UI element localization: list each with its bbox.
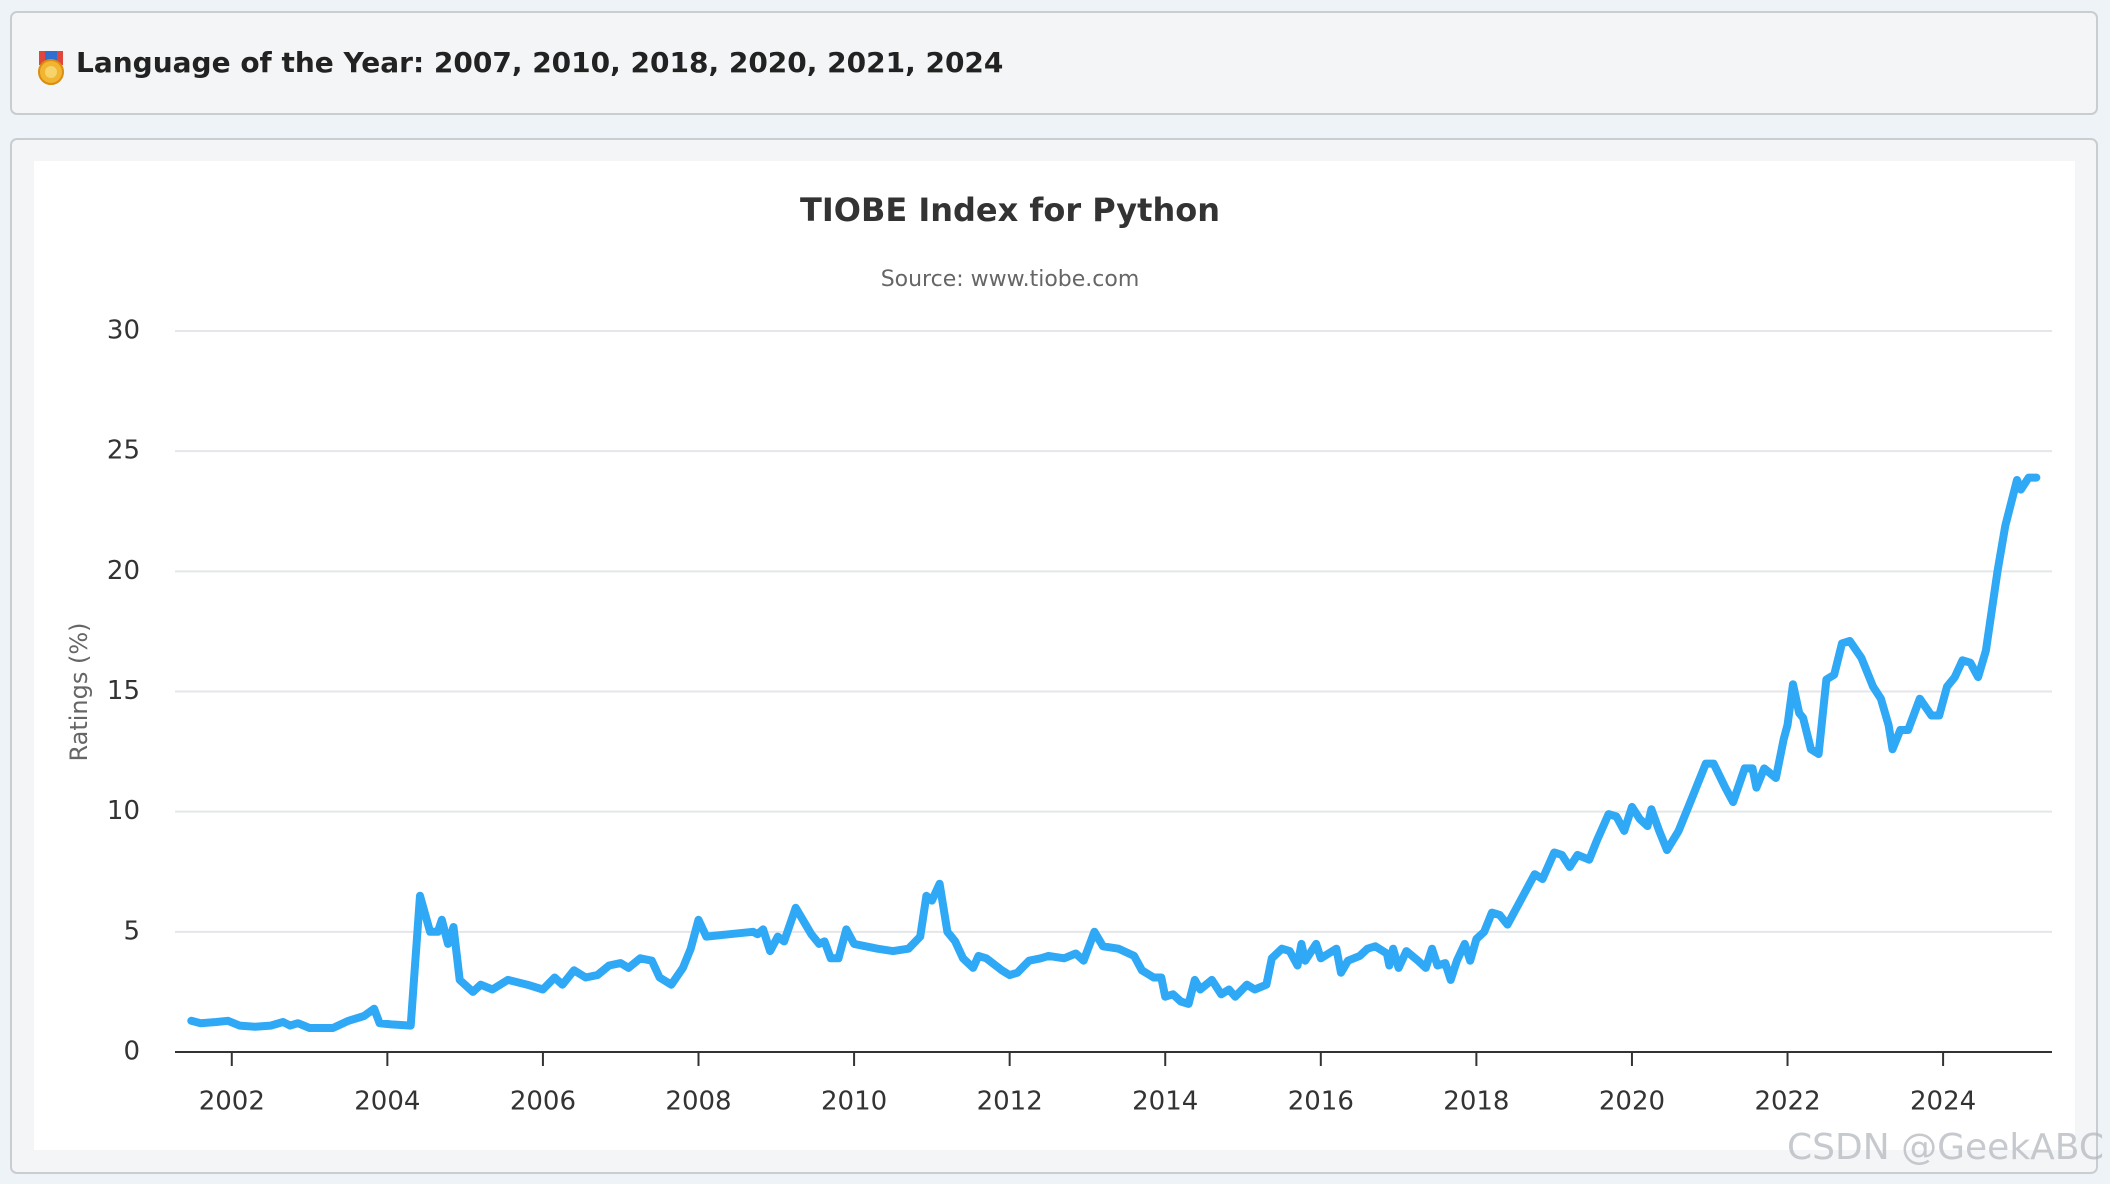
x-tick-label: 2002 [199,1087,265,1117]
medal-icon [38,51,64,85]
watermark: CSDN @GeekABC [1787,1127,2104,1168]
y-tick-label: 5 [123,916,140,946]
chart-area [34,161,2075,1150]
chart-subtitle: Source: www.tiobe.com [881,267,1140,292]
header-panel [10,11,2098,115]
y-tick-label: 25 [107,436,140,466]
x-tick-label: 2020 [1599,1087,1665,1117]
y-tick-label: 20 [107,556,140,586]
chart-title: TIOBE Index for Python [800,191,1220,229]
plot: 0 5 10 15 20 25 30 2002 2004 2006 2008 2010 2012 2014… [107,316,2052,1117]
y-tick-label: 15 [107,676,140,706]
data-line [187,473,2041,1032]
y-axis-label: Ratings (%) [65,622,93,761]
y-tick-label: 10 [107,796,140,826]
y-tick-label: 0 [123,1037,140,1067]
x-tick-label: 2016 [1288,1087,1354,1117]
x-tick-label: 2004 [354,1087,420,1117]
x-tick-label: 2014 [1132,1087,1198,1117]
x-tick-label: 2022 [1754,1087,1820,1117]
x-tick-label: 2008 [665,1087,731,1117]
header-title: Language of the Year: 2007, 2010, 2018, … [76,46,1003,79]
x-tick-label: 2018 [1443,1087,1509,1117]
x-tick-label: 2010 [821,1087,887,1117]
x-tick-label: 2024 [1910,1087,1976,1117]
x-tick-label: 2012 [977,1087,1043,1117]
y-tick-label: 30 [107,316,140,346]
x-tick-label: 2006 [510,1087,576,1117]
